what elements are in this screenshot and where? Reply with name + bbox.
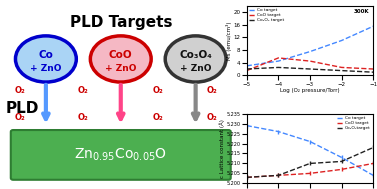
- Text: PLD: PLD: [6, 101, 40, 116]
- Y-axis label: Ms (emu/cm³): Ms (emu/cm³): [226, 21, 232, 60]
- Legend: Co target, CoO target, Co₃O₄target: Co target, CoO target, Co₃O₄target: [336, 116, 371, 131]
- Text: 300K: 300K: [354, 9, 369, 14]
- Circle shape: [165, 36, 226, 82]
- Text: O₂: O₂: [153, 113, 164, 122]
- Text: O₂: O₂: [78, 113, 89, 122]
- Text: O₂: O₂: [207, 86, 218, 95]
- Text: + ZnO: + ZnO: [180, 64, 211, 73]
- Circle shape: [15, 36, 76, 82]
- Text: Co₃O₄: Co₃O₄: [179, 50, 212, 60]
- Text: PLD Targets: PLD Targets: [69, 15, 172, 29]
- Text: O₂: O₂: [207, 113, 218, 122]
- FancyBboxPatch shape: [11, 130, 231, 180]
- Text: CoO: CoO: [109, 50, 133, 60]
- Text: Co: Co: [38, 50, 53, 60]
- Text: + ZnO: + ZnO: [105, 64, 136, 73]
- Text: O₂: O₂: [78, 86, 89, 95]
- Text: O₂: O₂: [15, 113, 26, 122]
- X-axis label: Log (O₂ pressure/Torr): Log (O₂ pressure/Torr): [280, 88, 340, 93]
- Text: O₂: O₂: [153, 86, 164, 95]
- Y-axis label: c Lattice constant (Å): c Lattice constant (Å): [219, 119, 225, 178]
- Text: $\mathrm{Zn_{0.95}Co_{0.05}O}$: $\mathrm{Zn_{0.95}Co_{0.05}O}$: [74, 147, 167, 163]
- Text: O₂: O₂: [15, 86, 26, 95]
- Legend: Co target, CoO target, Co₃O₄ target: Co target, CoO target, Co₃O₄ target: [249, 8, 285, 23]
- Circle shape: [90, 36, 151, 82]
- Text: + ZnO: + ZnO: [30, 64, 61, 73]
